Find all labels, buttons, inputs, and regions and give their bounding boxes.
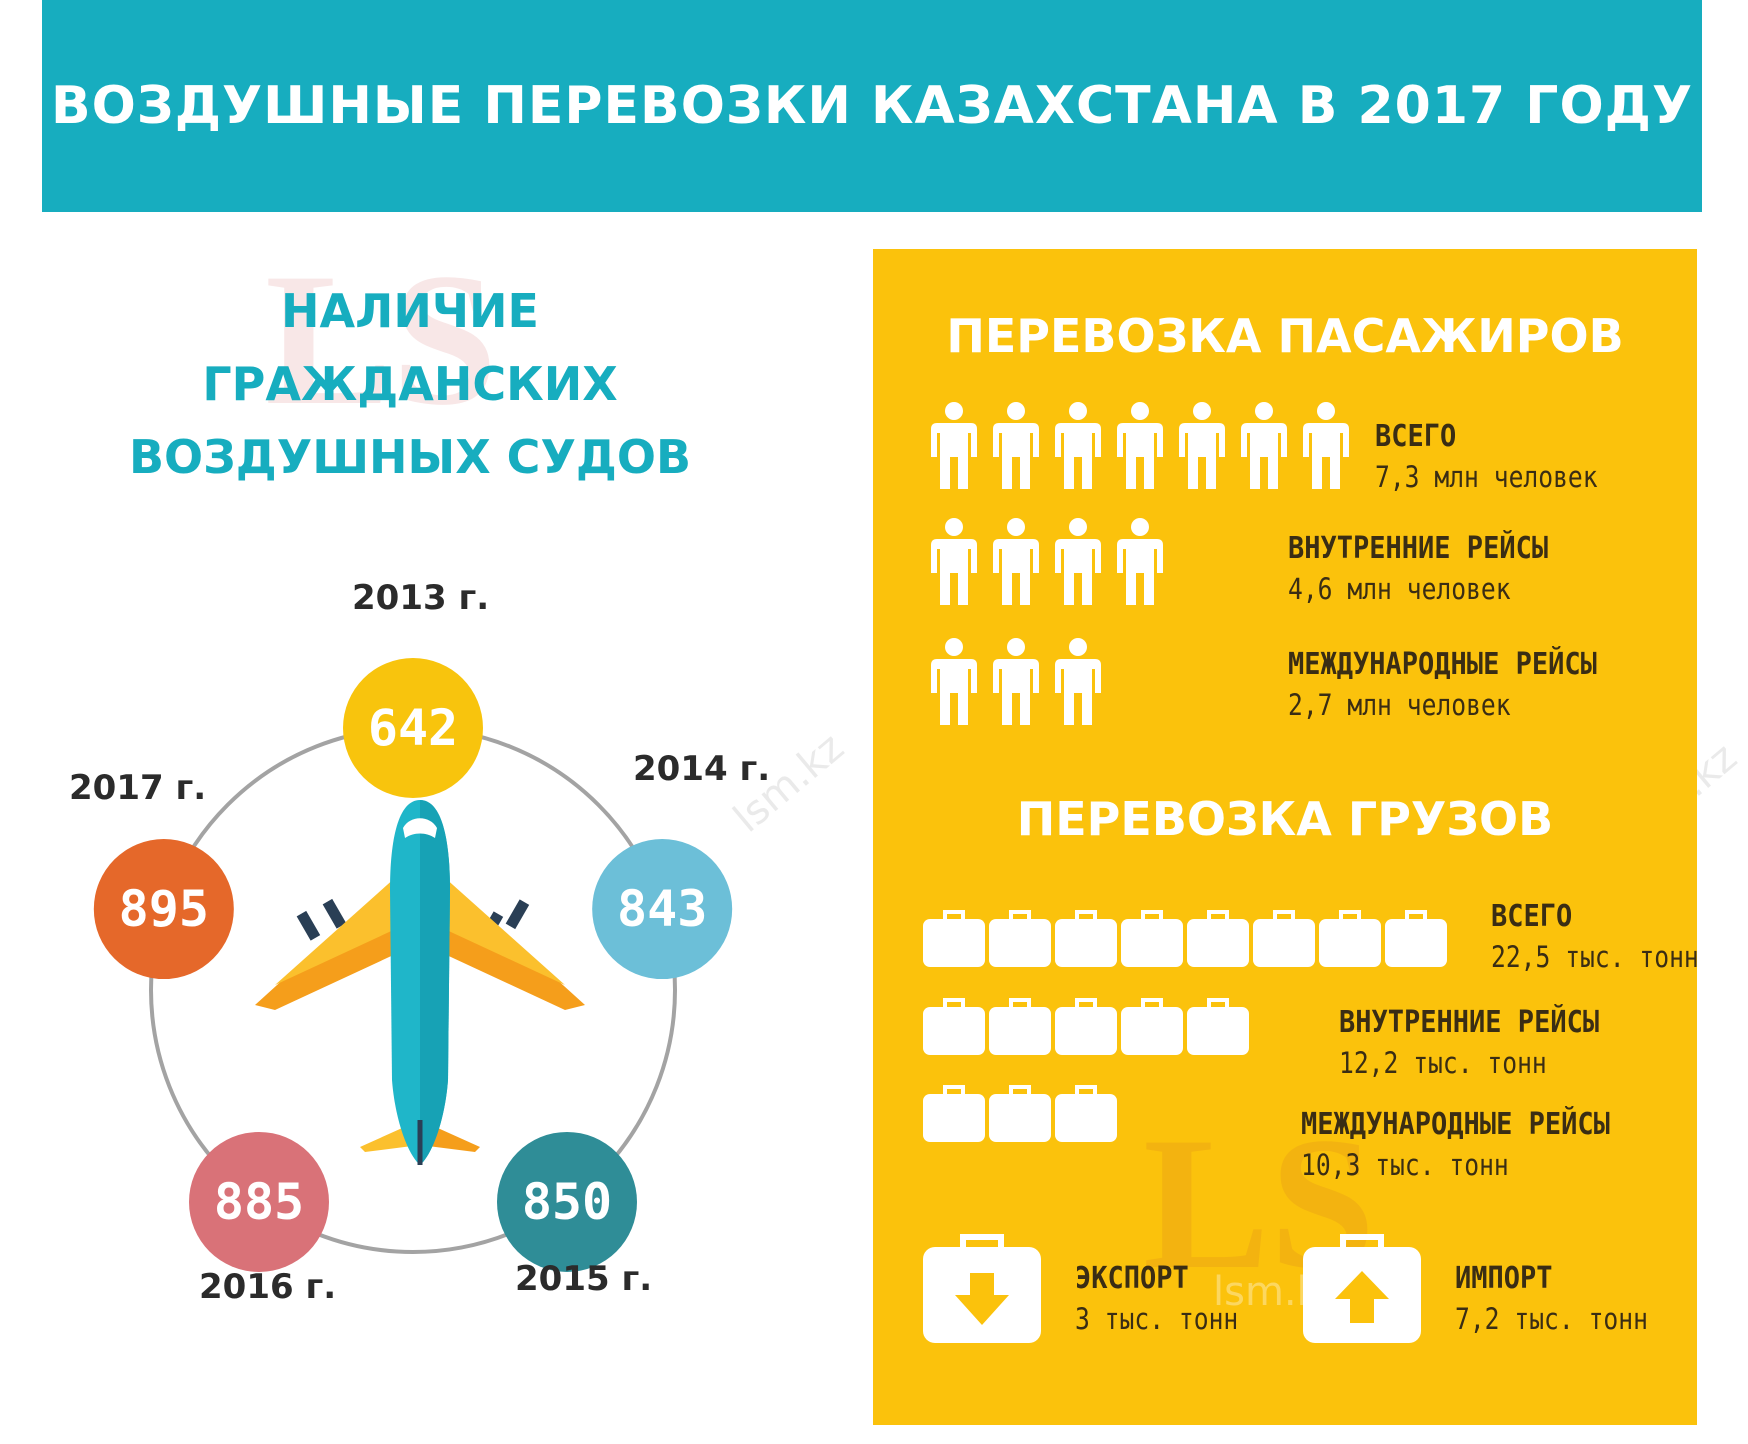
person-icon	[993, 518, 1039, 605]
export-label: ЭКСПОРТ	[1075, 1261, 1189, 1296]
title-banner: ВОЗДУШНЫЕ ПЕРЕВОЗКИ КАЗАХСТАНА В 2017 ГО…	[42, 0, 1702, 212]
year-node-value: 885	[214, 1173, 304, 1231]
suitcase-arrow-down-icon	[923, 1234, 1041, 1343]
airplane-icon	[255, 800, 585, 1165]
year-node-2014: 843	[592, 839, 733, 980]
person-icon	[993, 402, 1039, 489]
year-node-circle	[496, 1131, 637, 1272]
cargo-total-label: ВСЕГО	[1491, 899, 1573, 934]
aircraft-ring-chart: 642 843 850 885 895	[93, 658, 733, 1272]
page-title: ВОЗДУШНЫЕ ПЕРЕВОЗКИ КАЗАХСТАНА В 2017 ГО…	[50, 76, 1694, 136]
person-icon	[1117, 402, 1163, 489]
year-node-2013: 642	[343, 658, 483, 798]
year-node-2017: 895	[93, 839, 234, 980]
year-node-value: 642	[368, 699, 458, 757]
person-icon	[993, 638, 1039, 725]
import-label: ИМПОРТ	[1455, 1261, 1553, 1296]
cargo-international-value: 10,3 тыс. тонн	[1301, 1148, 1509, 1182]
suitcase-icon	[1121, 998, 1183, 1055]
year-node-2016: 885	[189, 1131, 330, 1272]
suitcase-icon	[1187, 910, 1249, 967]
person-icon	[931, 518, 977, 605]
year-node-value: 850	[522, 1173, 612, 1231]
year-node-2015: 850	[496, 1131, 637, 1272]
export-value: 3 тыс. тонн	[1075, 1302, 1239, 1336]
passengers-international: МЕЖДУНАРОДНЫЕ РЕЙСЫ 2,7 млн человек	[1288, 647, 1631, 722]
suitcase-icon	[1187, 998, 1249, 1055]
aircraft-title-line-1: НАЛИЧИЕ	[281, 284, 539, 338]
cargo-domestic-icons	[923, 997, 1253, 1055]
passengers-total-value: 7,3 млн человек	[1375, 460, 1598, 494]
year-node-circle	[343, 658, 483, 798]
cargo-international: МЕЖДУНАРОДНЫЕ РЕЙСЫ 10,3 тыс. тонн	[1301, 1107, 1644, 1182]
suitcase-icon	[1319, 910, 1381, 967]
suitcase-icon	[1055, 910, 1117, 967]
passengers-domestic-label: ВНУТРЕННИЕ РЕЙСЫ	[1288, 531, 1549, 566]
passengers-international-icons	[923, 637, 1109, 729]
year-node-value: 895	[119, 880, 209, 938]
suitcase-arrow-up-icon	[1303, 1234, 1421, 1343]
person-icon	[1055, 638, 1101, 725]
person-icon	[1179, 402, 1225, 489]
person-icon	[1117, 518, 1163, 605]
year-label-2013: 2013 г.	[352, 578, 490, 618]
suitcase-icon	[1385, 910, 1447, 967]
import-stat: ИМПОРТ 7,2 тыс. тонн	[1455, 1261, 1682, 1336]
cargo-total: ВСЕГО 22,5 тыс. тонн	[1491, 899, 1735, 974]
suitcase-icon	[923, 1085, 985, 1142]
person-icon	[1055, 402, 1101, 489]
suitcase-icon	[989, 1085, 1051, 1142]
passengers-total: ВСЕГО 7,3 млн человек	[1375, 419, 1637, 494]
year-label-2016: 2016 г.	[199, 1267, 337, 1307]
aircraft-section-title: НАЛИЧИЕ ГРАЖДАНСКИХ ВОЗДУШНЫХ СУДОВ	[60, 275, 760, 494]
cargo-total-value: 22,5 тыс. тонн	[1491, 940, 1699, 974]
person-icon	[1241, 402, 1287, 489]
year-node-circle	[93, 839, 234, 980]
import-value: 7,2 тыс. тонн	[1455, 1302, 1648, 1336]
suitcase-icon	[1055, 1085, 1117, 1142]
aircraft-title-line-2: ГРАЖДАНСКИХ	[202, 357, 618, 411]
watermark-logo: LS	[265, 235, 498, 445]
suitcase-icon	[989, 998, 1051, 1055]
suitcase-icon	[1253, 910, 1315, 967]
export-stat: ЭКСПОРТ 3 тыс. тонн	[1075, 1261, 1267, 1336]
year-label-2014: 2014 г.	[633, 749, 771, 789]
suitcase-icon	[923, 910, 985, 967]
suitcase-icon	[1055, 998, 1117, 1055]
cargo-domestic-label: ВНУТРЕННИЕ РЕЙСЫ	[1339, 1005, 1600, 1040]
person-icon	[931, 402, 977, 489]
cargo-total-icons	[923, 909, 1451, 967]
cargo-heading: ПЕРЕВОЗКА ГРУЗОВ	[1016, 792, 1554, 846]
year-label-2017: 2017 г.	[69, 768, 207, 808]
year-nodes: 642 843 850 885 895	[93, 658, 733, 1272]
cargo-domestic: ВНУТРЕННИЕ РЕЙСЫ 12,2 тыс. тонн	[1339, 1005, 1628, 1080]
year-node-value: 843	[617, 880, 707, 938]
passengers-total-icons	[923, 401, 1357, 493]
passengers-domestic: ВНУТРЕННИЕ РЕЙСЫ 4,6 млн человек	[1288, 531, 1577, 606]
passengers-international-value: 2,7 млн человек	[1288, 688, 1511, 722]
passengers-domestic-icons	[923, 517, 1171, 609]
cargo-international-label: МЕЖДУНАРОДНЫЕ РЕЙСЫ	[1301, 1107, 1610, 1142]
passengers-total-label: ВСЕГО	[1375, 419, 1457, 454]
person-icon	[1303, 402, 1349, 489]
person-icon	[931, 638, 977, 725]
suitcase-icon	[923, 998, 985, 1055]
aircraft-title-line-3: ВОЗДУШНЫХ СУДОВ	[128, 430, 692, 484]
passengers-international-label: МЕЖДУНАРОДНЫЕ РЕЙСЫ	[1288, 647, 1597, 682]
suitcase-icon	[1121, 910, 1183, 967]
passengers-domestic-value: 4,6 млн человек	[1288, 572, 1511, 606]
cargo-domestic-value: 12,2 тыс. тонн	[1339, 1046, 1547, 1080]
suitcase-icon	[989, 910, 1051, 967]
year-label-2015: 2015 г.	[515, 1259, 653, 1299]
passengers-heading: ПЕРЕВОЗКА ПАСАЖИРОВ	[946, 309, 1624, 363]
year-node-circle	[592, 839, 733, 980]
year-node-circle	[189, 1131, 330, 1272]
transport-panel: LS lsm.kz ПЕРЕВОЗКА ПАСАЖИРОВ ВСЕГО 7,3 …	[873, 249, 1699, 1425]
cargo-international-icons	[923, 1084, 1121, 1142]
person-icon	[1055, 518, 1101, 605]
